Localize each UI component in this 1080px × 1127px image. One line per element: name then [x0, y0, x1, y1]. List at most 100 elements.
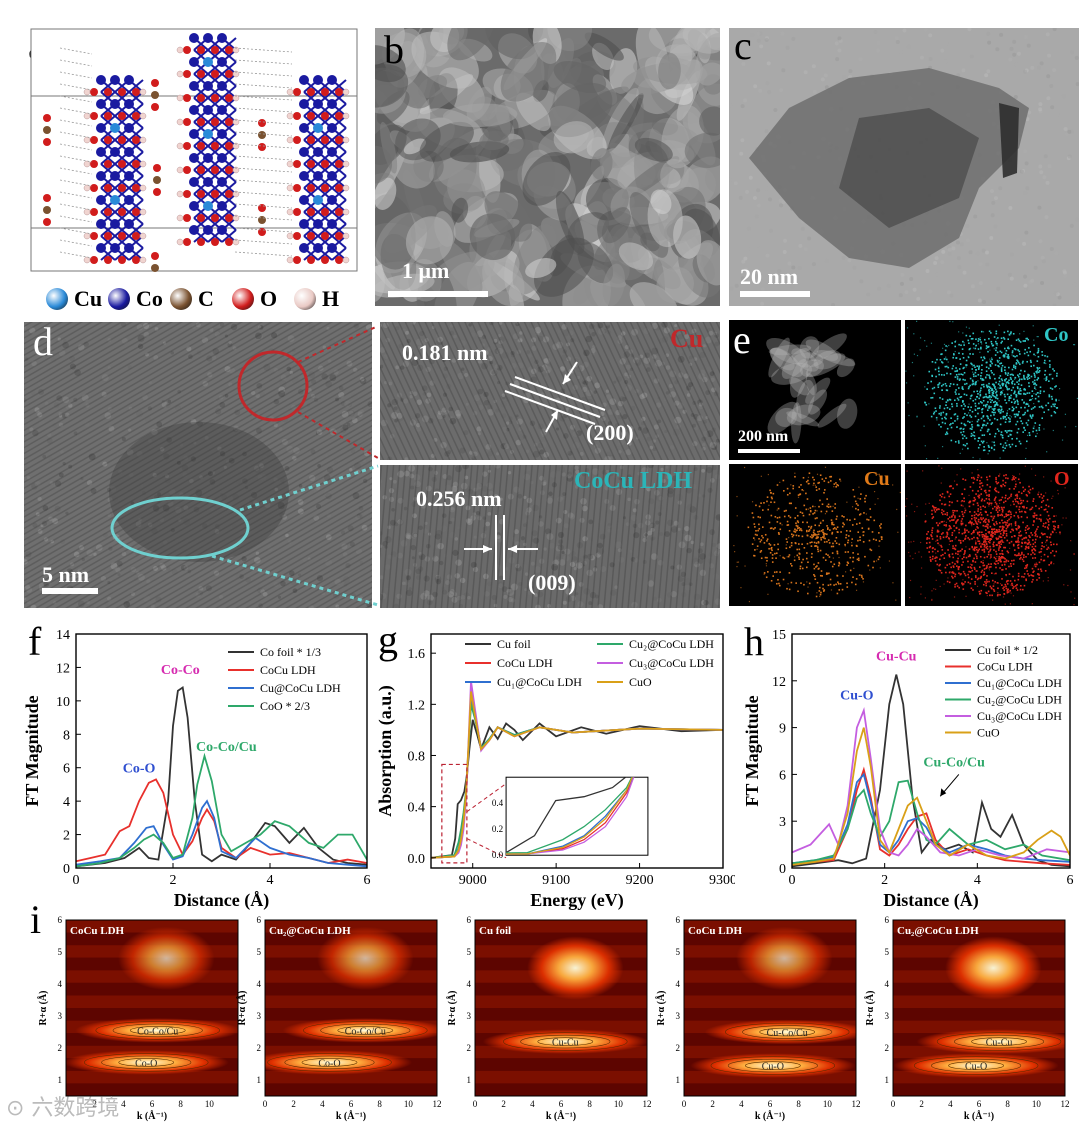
series-line-0: [76, 685, 367, 868]
heatmap-lobe: [736, 926, 833, 991]
scale-bar-d: [42, 588, 98, 594]
heatmap-x-tick-label: 6: [559, 1099, 564, 1109]
x-axis-label: Distance (Å): [883, 890, 978, 911]
heatmap-title: Cu₂@CoCu LDH: [897, 925, 979, 937]
heatmap-contour: [520, 1034, 611, 1049]
eds-map-co: [905, 320, 1078, 460]
heatmap-contour: [320, 1023, 411, 1038]
panel-h-label: h: [744, 619, 764, 664]
y-tick-label: 12: [772, 675, 786, 690]
heatmap-x-tick-label: 10: [614, 1099, 624, 1109]
heatmap-contour: [118, 1058, 175, 1067]
heatmap-y-axis-label: R+α (Å): [446, 991, 458, 1026]
heatmap-x-tick-label: 12: [433, 1099, 442, 1109]
heatmap-lobe: [945, 936, 1042, 1000]
x-tick-label: 2: [881, 873, 888, 888]
scale-text-c: 20 nm: [740, 264, 799, 289]
heatmap-y-tick-label: 3: [885, 1011, 890, 1021]
heatmap-y-tick-label: 6: [257, 915, 262, 925]
heatmap-y-tick-label: 6: [676, 915, 681, 925]
heatmap-contour: [931, 1058, 1022, 1073]
y-tick-label: 8: [63, 728, 70, 743]
heatmap-label: Co-Co/Cu: [345, 1026, 386, 1037]
heatmap-ridge: [75, 1018, 238, 1043]
x-axis-label: Energy (eV): [530, 890, 623, 911]
heatmap-title: Cu₂@CoCu LDH: [269, 925, 351, 937]
heatmap-contour: [303, 1021, 428, 1040]
heatmap-y-tick-label: 4: [885, 979, 890, 989]
heatmap-x-tick-label: 2: [710, 1099, 715, 1109]
atom-ball-icon: [170, 288, 192, 310]
heatmap-contour: [129, 1026, 186, 1035]
y-tick-label: 1.2: [408, 698, 426, 713]
heatmap-x-tick-label: 8: [796, 1099, 801, 1109]
heatmap-x-tick-label: 10: [823, 1099, 833, 1109]
y-tick-label: 6: [779, 768, 786, 783]
scale-bar-b: [388, 291, 488, 297]
legend-label: CoCu LDH: [497, 656, 553, 670]
heatmap-x-tick-label: 12: [643, 1099, 652, 1109]
y-tick-label: 1.6: [408, 647, 426, 662]
heatmap-x-axis-label: k (Å⁻¹): [755, 1110, 785, 1122]
heatmap-x-tick-label: 2: [919, 1099, 924, 1109]
x-tick-label: 9200: [626, 873, 654, 888]
watermark: ⊙ 六数跨境: [6, 1096, 120, 1121]
legend-item-h: H: [294, 286, 339, 312]
y-tick-label: 0: [779, 862, 786, 877]
heatmap-y-axis-label: R+α (Å): [37, 991, 49, 1026]
plot-frame: [791, 633, 1071, 869]
panel-i-label: i: [30, 897, 42, 942]
heatmap-contour: [301, 1058, 358, 1067]
heatmap-y-tick-label: 2: [676, 1043, 681, 1053]
heatmap-x-tick-label: 12: [1061, 1099, 1070, 1109]
y-axis-label: Absorption (a.u.): [375, 685, 396, 817]
heatmap-y-tick-label: 2: [58, 1043, 63, 1053]
heatmap-x-axis-label: k (Å⁻¹): [137, 1110, 167, 1122]
heatmap-contour: [95, 1021, 220, 1040]
heatmap-label: Cu-Cu: [986, 1038, 1013, 1049]
legend-item-o: O: [232, 286, 277, 312]
heatmap-x-tick-label: 6: [349, 1099, 354, 1109]
x-tick-label: 9000: [459, 873, 487, 888]
plot-frame: [75, 633, 368, 869]
heatmap-x-tick-label: 2: [291, 1099, 296, 1109]
heatmap-y-tick-label: 5: [467, 947, 472, 957]
legend-label: Cu₁@CoCu LDH: [977, 676, 1062, 690]
panel-c-label: c: [734, 23, 752, 68]
heatmap-label: Cu-Cu: [552, 1038, 579, 1049]
legend-label: Cu₃@CoCu LDH: [629, 656, 714, 670]
series-line-3: [792, 779, 1070, 865]
legend-label: CoCu LDH: [260, 663, 316, 677]
heatmap-y-tick-label: 2: [467, 1043, 472, 1053]
eds-label-co: Co: [1044, 324, 1069, 346]
heatmap-x-tick-label: 10: [205, 1099, 215, 1109]
series-line-0: [792, 674, 1070, 868]
heatmap-label: Co-O: [135, 1058, 157, 1069]
zoom-connector: [466, 783, 507, 813]
heatmap-label: Cu-Co/Cu: [767, 1028, 808, 1039]
peak-annotation: Cu-Co/Cu: [923, 756, 985, 771]
heatmap-label: Co-Co/Cu: [137, 1026, 178, 1037]
hrtem-image: [24, 322, 372, 608]
panel-d-label: d: [33, 319, 53, 364]
scale-text-d: 5 nm: [42, 562, 90, 587]
heatmap-x-tick-label: 0: [263, 1099, 268, 1109]
spacing-text-cu: 0.181 nm: [402, 340, 488, 365]
heatmap-x-tick-label: 4: [948, 1099, 953, 1109]
heatmap-x-tick-label: 2: [501, 1099, 506, 1109]
heatmap-x-tick-label: 8: [587, 1099, 592, 1109]
heatmap-contour: [971, 1037, 1027, 1046]
x-tick-label: 4: [974, 873, 981, 888]
heatmap-y-tick-label: 5: [676, 947, 681, 957]
legend-label: Cu₂@CoCu LDH: [977, 693, 1062, 707]
peak-annotation: Co-O: [123, 762, 156, 777]
x-tick-label: 9100: [542, 873, 570, 888]
inset-y-tick-label: 0.4: [492, 798, 504, 808]
heatmap-frame: [683, 919, 857, 1097]
panel-f-label: f: [28, 619, 42, 664]
heatmap-y-tick-label: 4: [467, 979, 472, 989]
y-tick-label: 4: [63, 795, 70, 810]
heatmap-y-tick-label: 6: [58, 915, 63, 925]
inset-series-line: [506, 777, 634, 855]
